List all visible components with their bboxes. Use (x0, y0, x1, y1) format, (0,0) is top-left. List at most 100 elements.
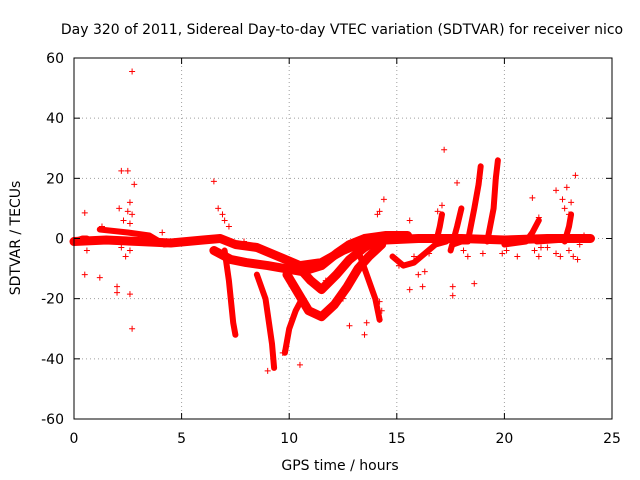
dense-band-17 (71, 235, 90, 245)
x-tick-label: 25 (603, 431, 621, 447)
data-point (535, 214, 542, 221)
dense-band-13 (501, 217, 542, 248)
y-tick-label: 60 (46, 51, 64, 67)
data-point (568, 199, 575, 206)
data-point (454, 179, 461, 186)
data-point (587, 235, 594, 242)
data-point (576, 241, 583, 248)
data-point (438, 202, 445, 209)
data-point (210, 178, 217, 185)
data-point (565, 247, 572, 254)
data-point (479, 250, 486, 257)
data-point (116, 205, 123, 212)
data-point (421, 268, 428, 275)
data-point (363, 319, 370, 326)
data-point (572, 172, 579, 179)
data-point (361, 331, 368, 338)
data-point (449, 283, 456, 290)
data-point (380, 196, 387, 203)
data-point (219, 211, 226, 218)
data-point (406, 217, 413, 224)
x-tick-label: 15 (388, 431, 406, 447)
data-point (81, 271, 88, 278)
data-point (124, 167, 131, 174)
x-tick-label: 0 (70, 431, 79, 447)
y-tick-label: 0 (55, 232, 64, 248)
data-point (215, 205, 222, 212)
dense-band-11 (447, 205, 465, 254)
data-point (159, 229, 166, 236)
dense-band-15 (561, 211, 575, 245)
data-point (376, 298, 383, 305)
data-point (279, 349, 286, 356)
data-point (441, 146, 448, 153)
dense-band-1 (209, 231, 413, 277)
axis-ticks (73, 57, 613, 420)
dense-band-9 (449, 163, 484, 248)
data-point (131, 181, 138, 188)
x-tick-label: 20 (495, 431, 513, 447)
data-point (537, 244, 544, 251)
data-point (378, 307, 385, 314)
data-point (565, 211, 572, 218)
data-point (531, 247, 538, 254)
dense-band-4 (281, 295, 306, 356)
data-points (81, 68, 594, 374)
dense-band-2 (253, 271, 278, 371)
data-point (340, 295, 346, 302)
data-point (96, 274, 103, 281)
data-point (460, 247, 467, 254)
data-point (574, 256, 581, 263)
data-point (411, 253, 418, 260)
data-point (559, 196, 566, 203)
y-tick-label: -40 (41, 352, 64, 368)
data-point (346, 322, 353, 329)
data-point (245, 244, 252, 251)
grid (74, 58, 612, 419)
data-point (374, 211, 381, 218)
data-point (322, 277, 329, 284)
data-point (296, 361, 303, 368)
dense-band-14 (533, 235, 594, 245)
dense-data-bands (69, 157, 595, 371)
data-point (557, 253, 564, 260)
data-point (124, 208, 131, 215)
data-point (355, 268, 362, 275)
data-point (563, 184, 570, 191)
chart-title: Day 320 of 2011, Sidereal Day-to-day VTE… (61, 22, 623, 38)
data-point (129, 325, 136, 332)
data-point (120, 217, 127, 224)
y-tick-label: 20 (46, 171, 64, 187)
data-point (232, 241, 239, 248)
data-point (514, 253, 521, 260)
data-point (129, 211, 136, 218)
y-tick-label: -60 (41, 412, 64, 428)
data-point (225, 223, 232, 230)
data-point (544, 244, 551, 251)
tick-labels: 0 5 10 15 20 25 -60 -40 -20 0 20 40 60 (41, 51, 621, 447)
dense-band-16 (96, 226, 185, 248)
dense-band-7 (355, 247, 383, 323)
y-axis-label: SDTVAR / TECUs (8, 181, 24, 296)
data-point (118, 167, 125, 174)
data-point (503, 247, 510, 254)
x-tick-label: 10 (280, 431, 298, 447)
data-point (426, 250, 433, 257)
data-point (114, 283, 121, 290)
data-point (406, 286, 413, 293)
data-point (126, 291, 133, 298)
data-point (221, 217, 228, 224)
dense-band-5 (221, 247, 239, 338)
data-point (464, 253, 471, 260)
data-point (499, 250, 506, 257)
data-point (81, 209, 88, 216)
data-point (553, 187, 560, 194)
data-point (376, 316, 383, 323)
data-point (553, 250, 560, 257)
dense-band-6 (295, 234, 385, 295)
data-point (376, 208, 383, 215)
x-tick-label: 5 (177, 431, 186, 447)
data-point (126, 199, 133, 206)
data-point (415, 271, 422, 278)
